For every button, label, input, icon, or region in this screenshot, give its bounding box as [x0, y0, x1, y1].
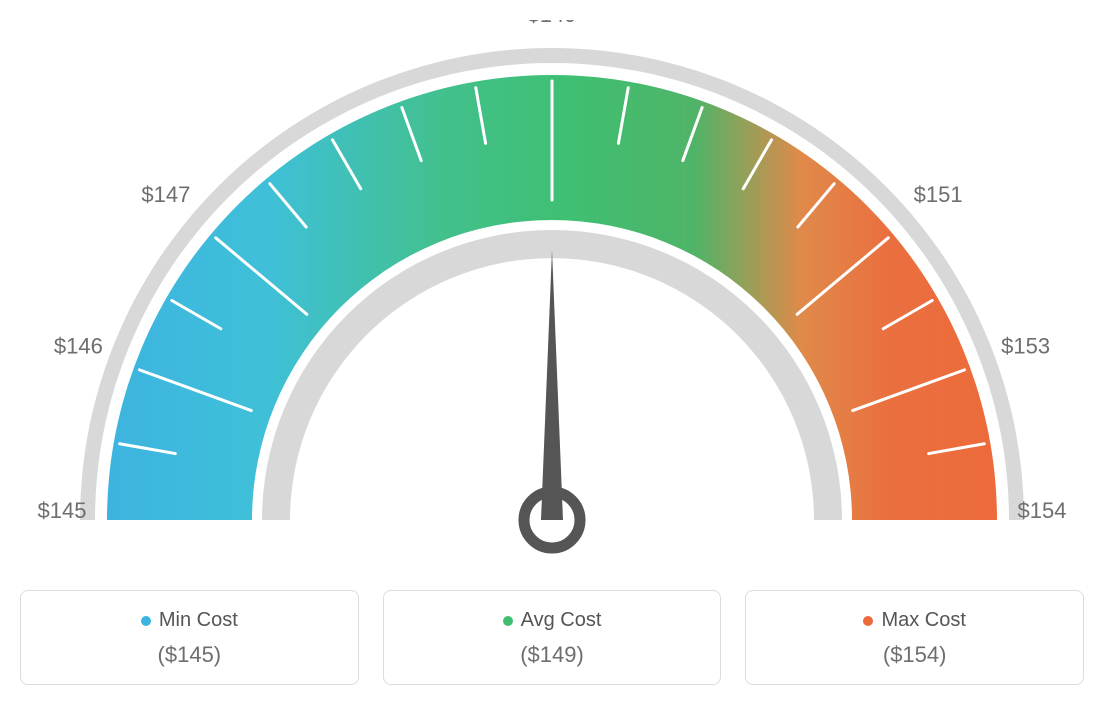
max-cost-label: Max Cost: [881, 609, 965, 632]
gauge-tick-label: $151: [914, 182, 963, 207]
max-cost-title-row: Max Cost: [756, 609, 1073, 632]
min-cost-value: ($145): [31, 642, 348, 668]
min-cost-label: Min Cost: [159, 609, 238, 632]
max-cost-value: ($154): [756, 642, 1073, 668]
max-cost-card: Max Cost ($154): [745, 590, 1084, 685]
gauge-chart-container: $145 $146 $147 $149 $151 $153 $154 Min Cost ($…: [20, 20, 1084, 685]
gauge-svg: $145 $146 $147 $149 $151 $153 $154: [20, 20, 1084, 580]
avg-cost-label: Avg Cost: [521, 609, 602, 632]
avg-cost-card: Avg Cost ($149): [383, 590, 722, 685]
gauge-area: $145 $146 $147 $149 $151 $153 $154: [20, 20, 1084, 580]
gauge-tick-label: $154: [1018, 498, 1067, 523]
gauge-tick-label: $146: [54, 333, 103, 358]
min-cost-dot: [141, 616, 151, 626]
gauge-tick-label: $147: [141, 182, 190, 207]
gauge-tick-label: $145: [38, 498, 87, 523]
avg-cost-dot: [503, 616, 513, 626]
summary-cards: Min Cost ($145) Avg Cost ($149) Max Cost…: [20, 590, 1084, 685]
avg-cost-value: ($149): [394, 642, 711, 668]
avg-cost-title-row: Avg Cost: [394, 609, 711, 632]
max-cost-dot: [863, 616, 873, 626]
min-cost-title-row: Min Cost: [31, 609, 348, 632]
gauge-tick-label: $149: [528, 20, 577, 27]
min-cost-card: Min Cost ($145): [20, 590, 359, 685]
gauge-tick-label: $153: [1001, 333, 1050, 358]
